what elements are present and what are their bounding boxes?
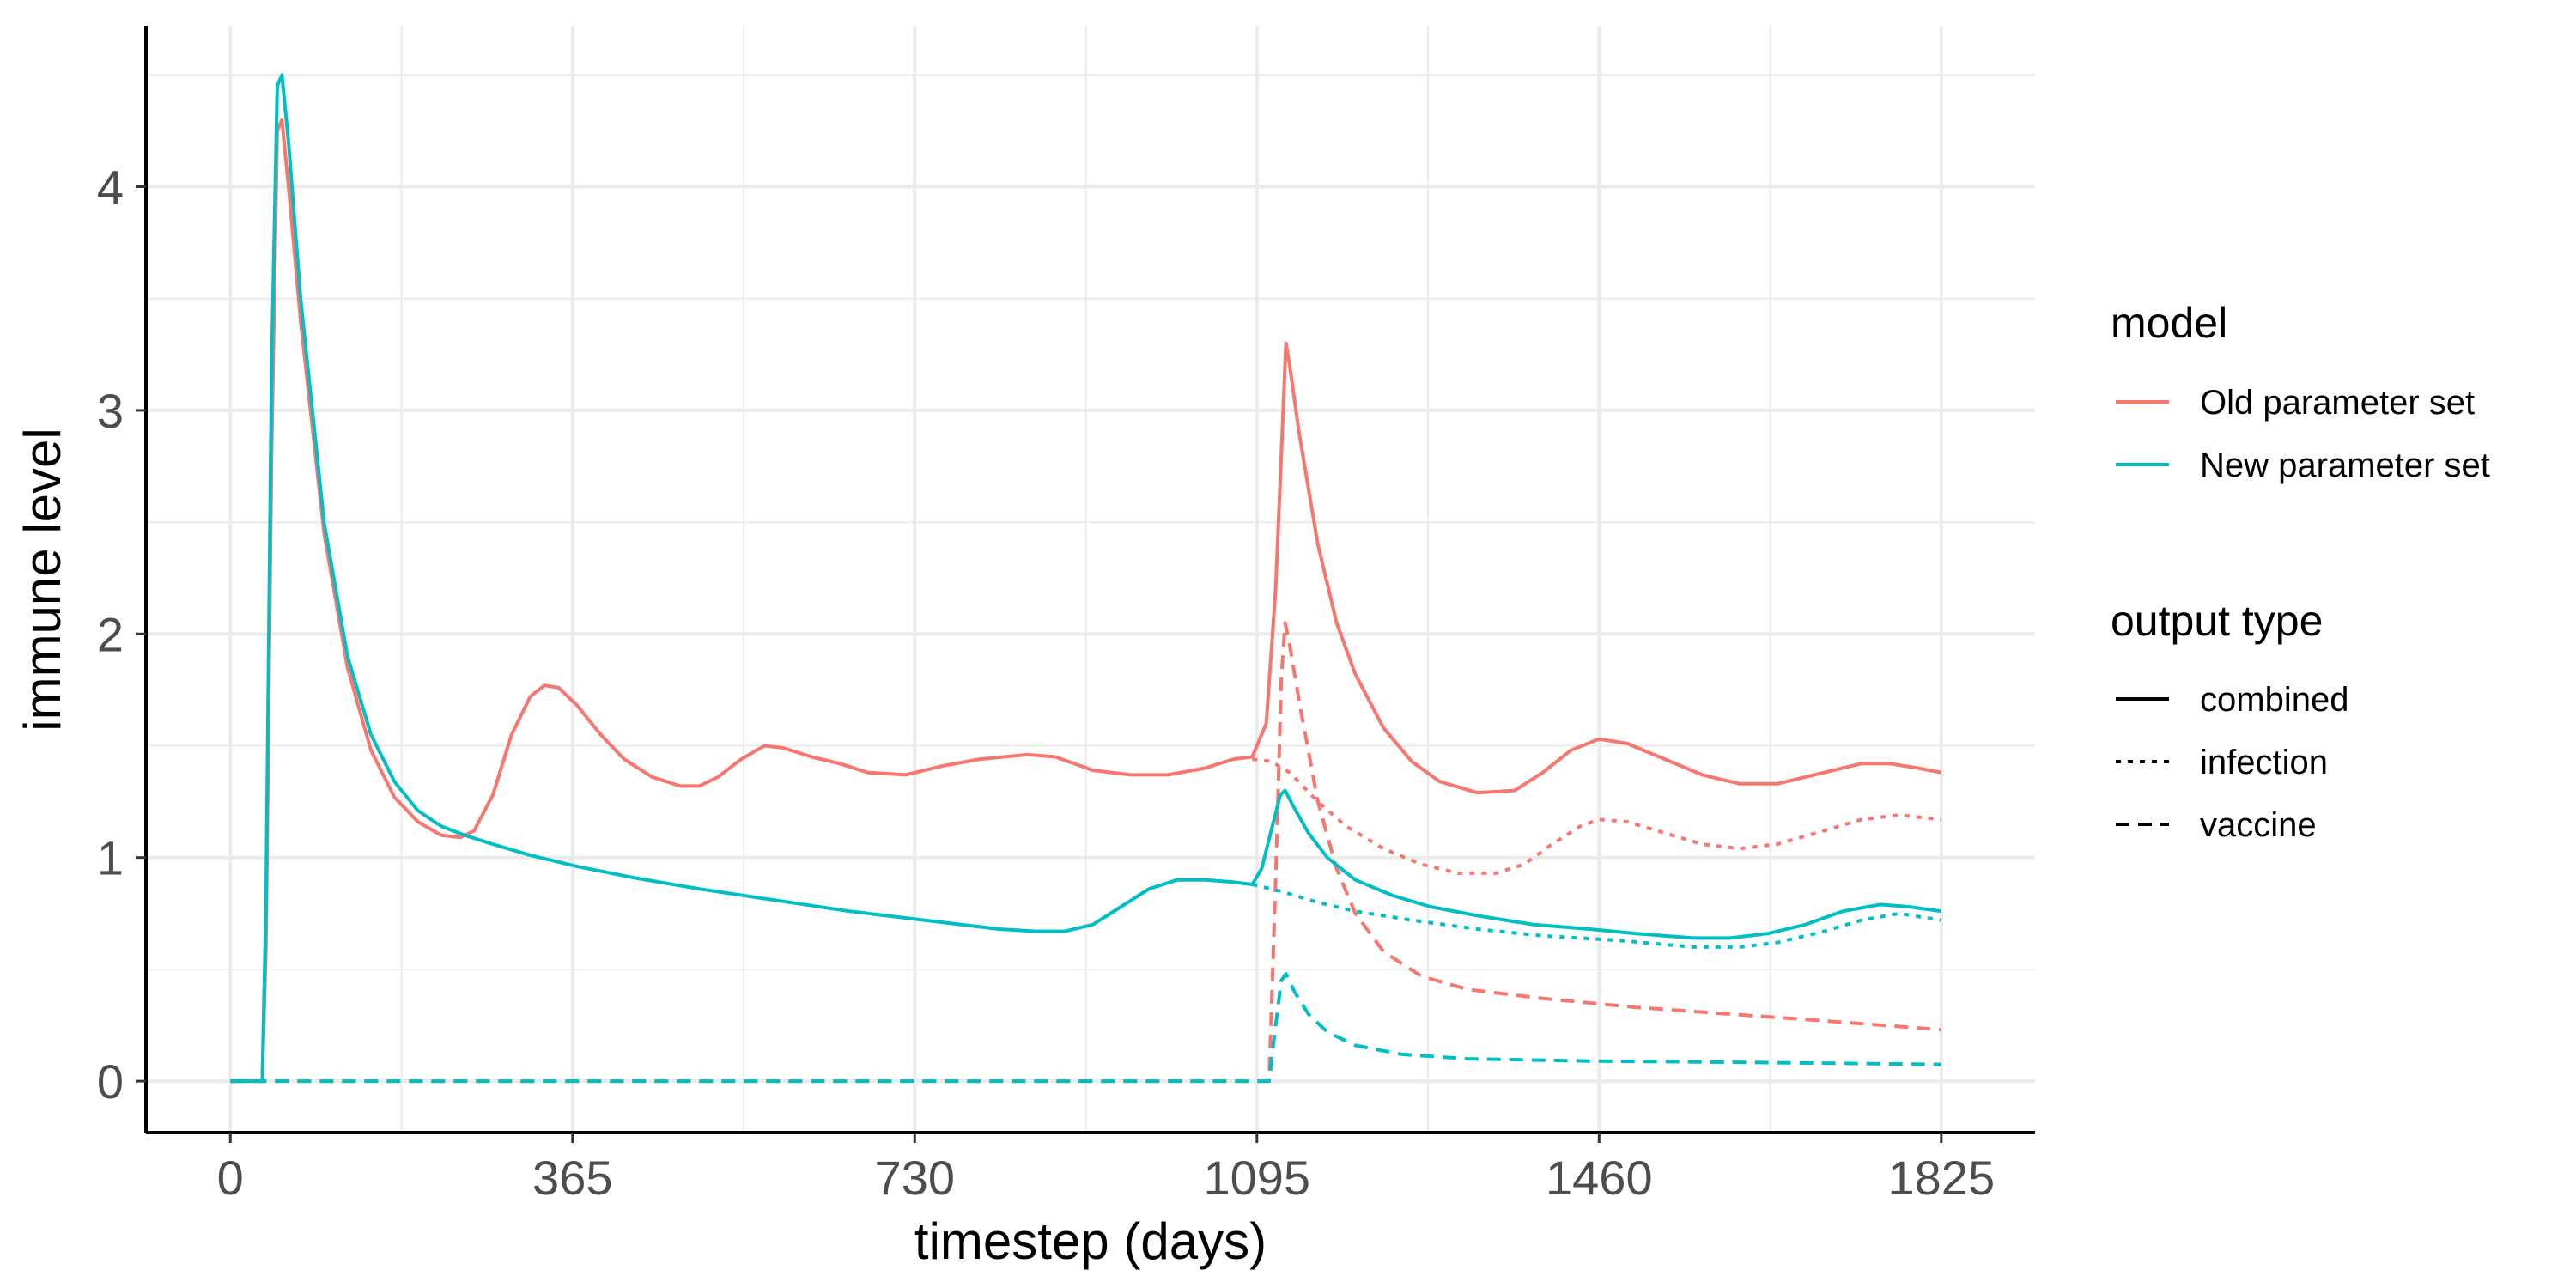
legend-item-infection: infection [2116, 744, 2328, 781]
legend-label-infection: infection [2200, 744, 2328, 781]
tick-labels: 0 365 730 1095 1460 1825 0 1 2 3 4 [97, 160, 1995, 1205]
series-line-old-infection [1252, 757, 1942, 875]
legend-item-combined: combined [2116, 681, 2348, 719]
grid [146, 26, 2035, 1133]
x-tick-label: 1825 [1888, 1151, 1996, 1205]
x-axis-title: timestep (days) [914, 1212, 1267, 1270]
axes [144, 26, 2035, 1134]
legend-label-new: New parameter set [2200, 447, 2490, 484]
legend-label-vaccine: vaccine [2200, 806, 2317, 844]
legend: model Old parameter set New parameter se… [2111, 299, 2490, 844]
y-tick-label: 1 [97, 831, 124, 885]
legend-label-old: Old parameter set [2200, 384, 2475, 422]
y-tick-label: 0 [97, 1054, 124, 1109]
series-lines [230, 73, 1942, 1084]
series-line-old-combined [230, 118, 1942, 1084]
y-tick-label: 3 [97, 384, 124, 438]
series-line-new-infection [1251, 883, 1942, 949]
x-tick-label: 730 [875, 1151, 955, 1205]
series-line-new-combined [230, 73, 1942, 1084]
legend-title-output-type: output type [2111, 597, 2323, 645]
series-line-old-vaccine [230, 621, 1941, 1084]
legend-title-model: model [2111, 299, 2227, 347]
x-tick-label: 365 [532, 1151, 612, 1205]
y-axis-title: immune level [14, 428, 71, 731]
legend-item-old: Old parameter set [2116, 384, 2475, 422]
series-line-new-vaccine [230, 972, 1941, 1084]
y-tick-label: 4 [97, 160, 124, 214]
x-tick-label: 0 [217, 1151, 244, 1205]
legend-label-combined: combined [2200, 681, 2348, 719]
x-tick-label: 1460 [1546, 1151, 1653, 1205]
legend-item-vaccine: vaccine [2116, 806, 2317, 844]
y-tick-label: 2 [97, 607, 124, 661]
legend-item-new: New parameter set [2116, 447, 2490, 484]
x-tick-label: 1095 [1204, 1151, 1311, 1205]
